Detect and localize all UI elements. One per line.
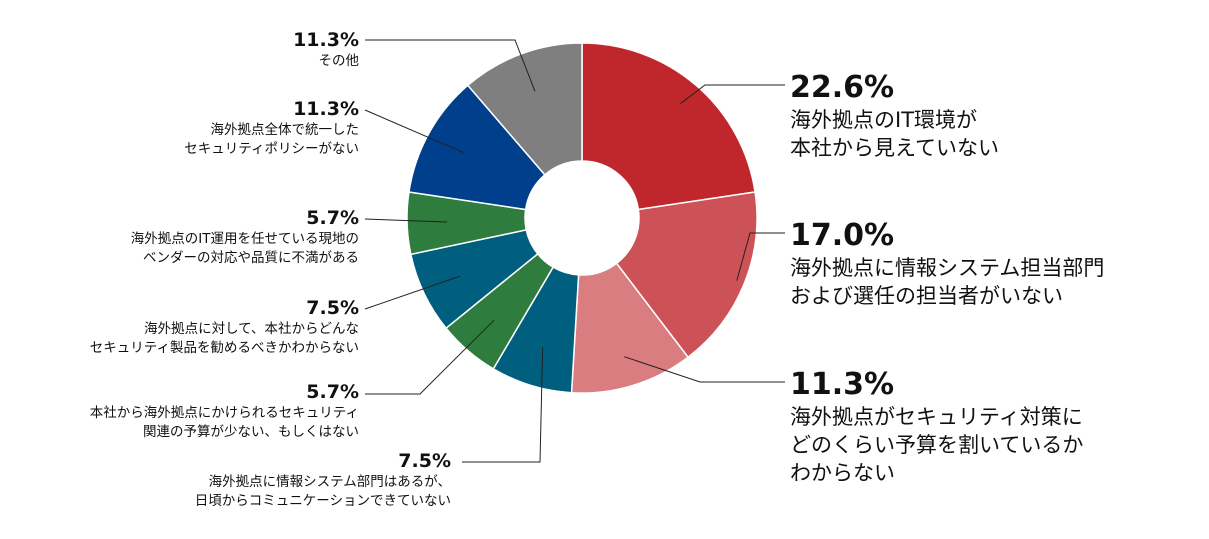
slice-label-3: 7.5% 海外拠点に情報システム部門はあるが、 日頃からコミュニケーションできて…	[195, 449, 451, 511]
slice-text-6: 海外拠点のIT運用を任せている現地の ベンダーの対応や品質に不満がある	[130, 231, 359, 266]
leader-line-5	[364, 275, 461, 310]
slice-pct-5: 7.5%	[306, 297, 359, 319]
slice-pct-3: 7.5%	[398, 450, 451, 472]
slice-label-2: 11.3% 海外拠点がセキュリティ対策に どのくらい予算を割いているか わからな…	[790, 367, 1083, 487]
slices-group	[406, 42, 758, 394]
donut-slice-1	[615, 191, 758, 359]
slice-label-6: 5.7% 海外拠点のIT運用を任せている現地の ベンダーの対応や品質に不満がある	[131, 206, 359, 268]
leader-line-6	[364, 218, 448, 223]
slice-label-1: 17.0% 海外拠点に情報システム担当部門 および選任の担当者がいない	[790, 218, 1104, 310]
slice-label-7: 11.3% 海外拠点全体で統一した セキュリティポリシーがない	[184, 97, 359, 159]
leader-line-7	[364, 109, 465, 154]
donut-slice-2	[570, 262, 690, 394]
slice-text-8: その他	[318, 53, 360, 69]
slice-pct-2: 11.3%	[790, 367, 895, 402]
donut-slice-8	[466, 42, 583, 176]
slice-pct-7: 11.3%	[293, 98, 359, 120]
slice-text-1: 海外拠点に情報システム担当部門 および選任の担当者がいない	[790, 256, 1105, 308]
slice-pct-6: 5.7%	[306, 207, 359, 229]
slice-label-0: 22.6% 海外拠点のIT環境が 本社から見えていない	[790, 70, 999, 162]
slice-pct-0: 22.6%	[790, 70, 895, 105]
leader-lines-group	[364, 39, 785, 463]
leader-line-2	[624, 356, 785, 383]
slice-text-5: 海外拠点に対して、本社からどんな セキュリティ製品を勧めるべきかわからない	[89, 321, 359, 356]
slice-text-7: 海外拠点全体で統一した セキュリティポリシーがない	[184, 122, 359, 157]
slice-text-0: 海外拠点のIT環境が 本社から見えていない	[790, 108, 999, 160]
slice-text-2: 海外拠点がセキュリティ対策に どのくらい予算を割いているか わからない	[790, 405, 1084, 485]
slice-pct-8: 11.3%	[293, 29, 359, 51]
slice-label-5: 7.5% 海外拠点に対して、本社からどんな セキュリティ製品を勧めるべきかわから…	[90, 296, 359, 358]
leader-line-4	[365, 319, 495, 395]
leader-line-8	[365, 39, 536, 92]
slice-text-3: 海外拠点に情報システム部門はあるが、 日頃からコミュニケーションできていない	[194, 474, 451, 509]
slice-text-4: 本社から海外拠点にかけられるセキュリティ 関連の予算が少ない、もしくはない	[89, 405, 359, 440]
leader-line-0	[680, 84, 785, 104]
donut-slice-0	[581, 42, 756, 211]
leader-line-3	[462, 347, 544, 463]
slice-label-8: 11.3% その他	[293, 28, 359, 71]
slice-pct-1: 17.0%	[790, 218, 895, 253]
leader-line-1	[736, 232, 785, 281]
slice-pct-4: 5.7%	[306, 381, 359, 403]
slice-label-4: 5.7% 本社から海外拠点にかけられるセキュリティ 関連の予算が少ない、もしくは…	[90, 380, 359, 442]
donut-slice-7	[408, 84, 546, 211]
